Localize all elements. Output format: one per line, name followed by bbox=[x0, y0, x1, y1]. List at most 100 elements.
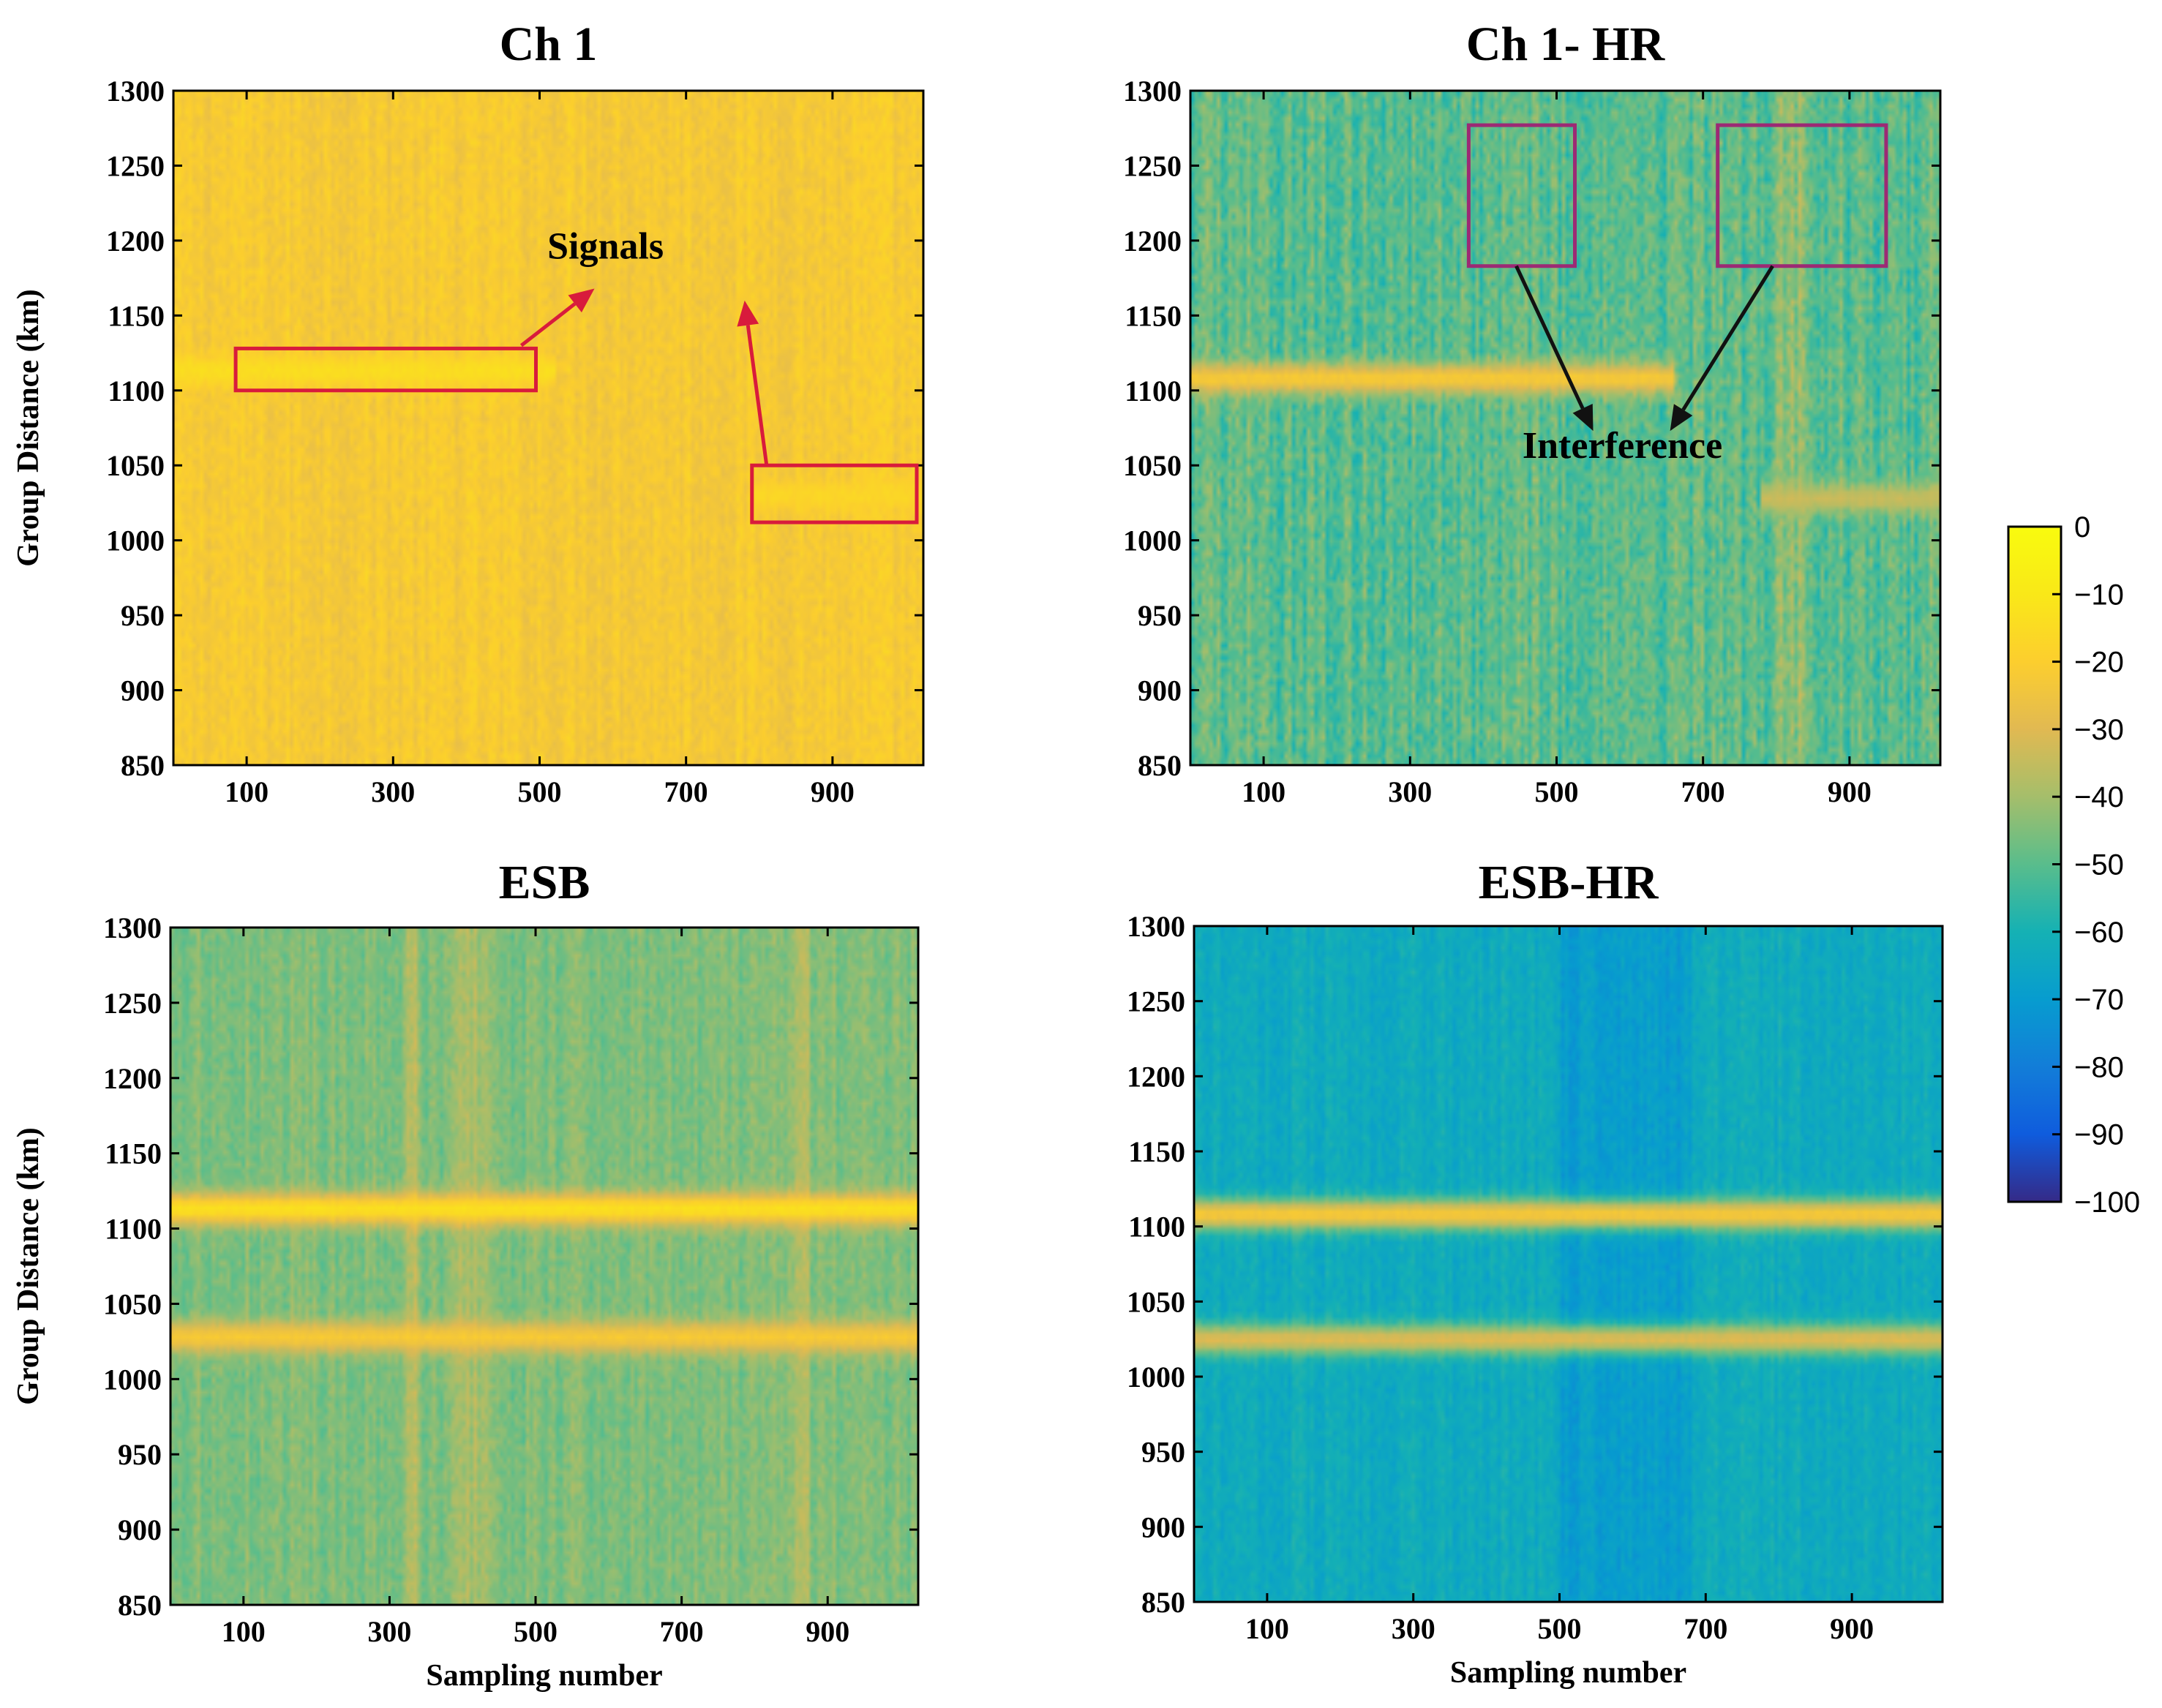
y-tick-label: 1250 bbox=[1123, 149, 1182, 182]
y-axis-label: Group Distance (km) bbox=[12, 1127, 45, 1405]
panel-ch1hr: 100 300 500 700 900 850 900 950 1000 1050 1100 1150… bbox=[1123, 18, 1942, 808]
y-tick-label: 950 bbox=[118, 1438, 162, 1471]
y-tick-label: 1250 bbox=[1127, 985, 1185, 1018]
y-tick-label: 900 bbox=[118, 1513, 162, 1546]
y-tick-label: 900 bbox=[121, 674, 165, 707]
y-tick-label: 1050 bbox=[1127, 1285, 1185, 1318]
x-axis-label: Sampling number bbox=[426, 1659, 662, 1693]
x-tick-label: 500 bbox=[1534, 775, 1578, 808]
y-tick-label: 1300 bbox=[1127, 910, 1185, 943]
y-tick-label: 1300 bbox=[106, 75, 165, 108]
x-tick-label: 700 bbox=[1684, 1612, 1727, 1645]
y-tick-label: 1300 bbox=[1123, 75, 1182, 108]
y-tick-label: 1100 bbox=[1125, 375, 1182, 407]
y-tick-label: 1250 bbox=[103, 987, 162, 1020]
plot-frame bbox=[1189, 89, 1942, 767]
heatmap-image bbox=[173, 91, 923, 765]
colorbar-tick-label: −40 bbox=[2074, 781, 2124, 813]
y-tick-label: 1050 bbox=[106, 449, 165, 482]
x-tick-label: 300 bbox=[367, 1615, 411, 1648]
x-tick-label: 700 bbox=[660, 1615, 704, 1648]
y-tick-label: 900 bbox=[1141, 1511, 1185, 1543]
x-tick-label: 900 bbox=[811, 775, 855, 808]
x-tick-label: 300 bbox=[1392, 1612, 1435, 1645]
y-tick-label: 1200 bbox=[103, 1062, 162, 1095]
y-tick-label: 950 bbox=[1138, 599, 1182, 632]
y-tick-label: 1300 bbox=[103, 911, 162, 944]
y-tick-label: 1000 bbox=[106, 524, 165, 557]
heatmap-image bbox=[1190, 91, 1940, 765]
y-tick-label: 1200 bbox=[1123, 225, 1182, 257]
annotation-arrow-head bbox=[737, 300, 759, 327]
x-tick-label: 100 bbox=[1242, 775, 1285, 808]
y-tick-label: 850 bbox=[121, 749, 165, 782]
annotation-arrow-line bbox=[519, 302, 577, 347]
x-tick-label: 100 bbox=[225, 775, 269, 808]
annotation-arrow-line bbox=[1514, 265, 1585, 410]
y-tick-label: 1000 bbox=[103, 1363, 162, 1396]
panel-title: Ch 1 bbox=[500, 18, 598, 71]
y-tick-label: 1200 bbox=[106, 225, 165, 257]
y-tick-label: 950 bbox=[1141, 1436, 1185, 1469]
colorbar-tick-label: 0 bbox=[2074, 511, 2090, 543]
highlight-box bbox=[1466, 123, 1577, 268]
x-axis-label: Sampling number bbox=[1450, 1656, 1686, 1690]
annotation-arrow-head bbox=[1572, 403, 1594, 432]
x-tick-label: 100 bbox=[222, 1615, 266, 1648]
y-tick-label: 900 bbox=[1138, 674, 1182, 707]
heatmap-image bbox=[170, 928, 918, 1605]
panel-esb: 100 300 500 700 900 850 900 950 1000 1050 1100 1150… bbox=[12, 856, 920, 1693]
panel-title: Ch 1- HR bbox=[1466, 18, 1666, 71]
y-tick-label: 1150 bbox=[1125, 299, 1182, 332]
x-tick-label: 300 bbox=[371, 775, 415, 808]
colorbar-tick-label: −30 bbox=[2074, 714, 2124, 746]
colorbar-tick-label: −50 bbox=[2074, 849, 2124, 881]
y-tick-label: 1100 bbox=[1128, 1211, 1185, 1244]
colorbar-tick-label: −20 bbox=[2074, 647, 2124, 679]
annotation-arrow-head bbox=[568, 288, 595, 313]
plot-frame bbox=[172, 89, 925, 767]
y-tick-label: 850 bbox=[118, 1589, 162, 1622]
highlight-box bbox=[233, 346, 538, 393]
y-tick-label: 850 bbox=[1141, 1586, 1185, 1619]
annotation-arrow-line bbox=[1681, 265, 1774, 411]
heatmap-image bbox=[1194, 926, 1943, 1602]
y-tick-label: 1150 bbox=[108, 299, 165, 332]
y-tick-label: 1250 bbox=[106, 149, 165, 182]
colorbar: 0 −10 −20 −30 −40 −50 −60 −70 −80 −90 −100 bbox=[2007, 511, 2140, 1219]
annotation-label: Signals bbox=[547, 225, 664, 267]
y-tick-label: 1150 bbox=[105, 1137, 162, 1170]
y-tick-label: 1050 bbox=[103, 1287, 162, 1320]
x-tick-label: 900 bbox=[1830, 1612, 1874, 1645]
colorbar-tick-label: −90 bbox=[2074, 1119, 2124, 1151]
highlight-box bbox=[750, 463, 919, 524]
y-tick-label: 1100 bbox=[105, 1213, 162, 1246]
x-tick-label: 100 bbox=[1245, 1612, 1289, 1645]
y-tick-label: 1200 bbox=[1127, 1060, 1185, 1093]
plot-frame bbox=[1193, 925, 1944, 1603]
x-tick-label: 500 bbox=[1538, 1612, 1582, 1645]
y-tick-label: 850 bbox=[1138, 749, 1182, 782]
x-tick-label: 700 bbox=[1681, 775, 1725, 808]
y-axis-label: Group Distance (km) bbox=[12, 289, 45, 567]
x-tick-label: 500 bbox=[514, 1615, 558, 1648]
y-tick-label: 1150 bbox=[1128, 1135, 1185, 1168]
panel-ch1: 100 300 500 700 900 850 900 950 1000 1050 1100 1150… bbox=[12, 18, 925, 808]
highlight-box bbox=[1716, 123, 1888, 268]
y-tick-label: 1100 bbox=[108, 375, 165, 407]
panel-title: ESB bbox=[499, 856, 590, 909]
panel-title: ESB-HR bbox=[1479, 856, 1659, 909]
colorbar-tick-label: −80 bbox=[2074, 1051, 2124, 1083]
x-tick-label: 500 bbox=[517, 775, 561, 808]
y-tick-label: 1050 bbox=[1123, 449, 1182, 482]
x-tick-label: 300 bbox=[1388, 775, 1432, 808]
x-tick-label: 900 bbox=[806, 1615, 849, 1648]
colorbar-tick-label: −60 bbox=[2074, 917, 2124, 949]
y-tick-label: 950 bbox=[121, 599, 165, 632]
annotation-arrow-head bbox=[1670, 404, 1693, 432]
y-tick-label: 1000 bbox=[1127, 1361, 1185, 1393]
y-tick-label: 1000 bbox=[1123, 524, 1182, 557]
x-tick-label: 700 bbox=[664, 775, 708, 808]
colorbar-tick-label: −100 bbox=[2074, 1186, 2140, 1219]
